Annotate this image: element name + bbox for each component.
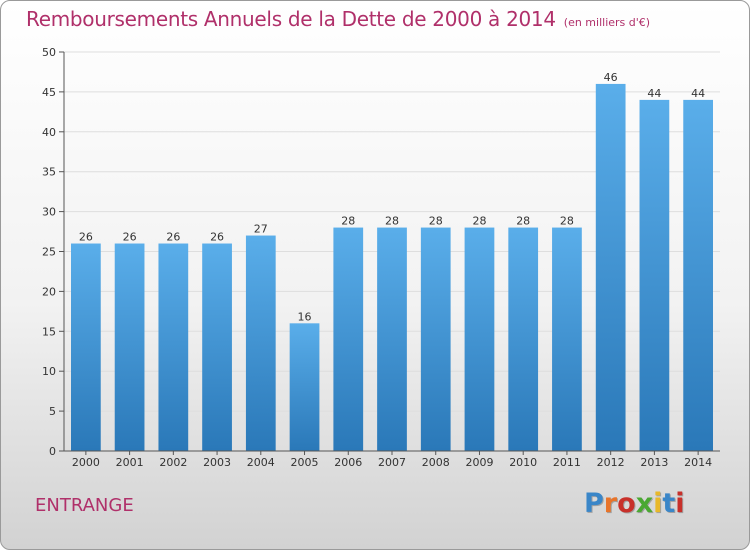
bar-value-label: 28 [472, 215, 486, 228]
x-tick-label: 2009 [465, 456, 493, 469]
bar-value-label: 26 [123, 231, 137, 244]
bar-value-label: 46 [604, 71, 618, 84]
bar-value-label: 28 [560, 215, 574, 228]
bar [552, 227, 582, 451]
bar-layer: 26 26 26 26 27 16 28 28 28 28 28 28 46 44 44 [70, 71, 714, 452]
x-tick-label: 2008 [422, 456, 450, 469]
bar [158, 243, 189, 451]
y-tick-label: 40 [42, 126, 56, 139]
logo-letter: P [584, 488, 604, 519]
bar [70, 243, 101, 451]
bar [683, 99, 714, 451]
x-tick-label: 2002 [159, 456, 187, 469]
x-tick-label: 2006 [334, 456, 362, 469]
bar [377, 227, 407, 451]
bar [202, 243, 232, 451]
chart-subtitle: (en milliers d'€) [563, 16, 651, 29]
bar-value-label: 27 [254, 223, 268, 236]
bar [114, 243, 145, 451]
x-tick-label: 2000 [72, 456, 100, 469]
logo-letter: i [653, 488, 663, 519]
bar [420, 227, 451, 451]
bar-value-label: 28 [385, 215, 399, 228]
bar-value-label: 26 [79, 231, 93, 244]
logo-letter: t [662, 488, 676, 519]
x-tick-label: 2014 [684, 456, 712, 469]
x-tick-label: 2007 [378, 456, 406, 469]
x-tick-label: 2005 [291, 456, 319, 469]
x-tick-label: 2004 [247, 456, 275, 469]
y-tick-label: 25 [42, 246, 56, 259]
bar-value-label: 44 [647, 87, 661, 100]
y-tick-label: 10 [42, 365, 56, 378]
x-tick-label: 2010 [509, 456, 537, 469]
y-tick-label: 20 [42, 285, 56, 298]
title-row: Remboursements Annuels de la Dette de 20… [26, 7, 650, 31]
bar-value-label: 16 [298, 310, 312, 323]
y-tick-label: 30 [42, 206, 56, 219]
bar-value-label: 44 [691, 87, 705, 100]
bar [245, 235, 276, 451]
x-tick-label: 2011 [553, 456, 581, 469]
bar [639, 99, 670, 451]
bar-value-label: 28 [516, 215, 530, 228]
proxiti-logo[interactable]: Proxiti [584, 488, 685, 519]
y-tick-label: 50 [42, 46, 56, 59]
logo-letter: x [635, 488, 654, 519]
x-tick-label: 2012 [597, 456, 625, 469]
logo-letter: r [603, 488, 618, 519]
bar [464, 227, 495, 451]
bar [333, 227, 364, 451]
y-tick-label: 5 [49, 405, 56, 418]
bar-value-label: 26 [210, 231, 224, 244]
y-tick-label: 0 [49, 445, 56, 458]
x-tick-label: 2013 [640, 456, 668, 469]
commune-name: ENTRANGE [35, 495, 134, 516]
x-tick-label: 2001 [116, 456, 144, 469]
y-tick-label: 35 [42, 166, 56, 179]
logo-letter: i [675, 488, 685, 519]
bar [508, 227, 539, 451]
chart-title: Remboursements Annuels de la Dette de 20… [26, 7, 556, 31]
axis-layer: 0 5 10 15 20 25 30 35 40 45 50 2000 2001 2002 2003 2004… [42, 46, 720, 469]
logo-letter: o [617, 488, 636, 519]
x-tick-label: 2003 [203, 456, 231, 469]
bar [595, 83, 626, 452]
y-tick-label: 45 [42, 86, 56, 99]
bar-value-label: 28 [341, 215, 355, 228]
bar-value-label: 28 [429, 215, 443, 228]
bar [289, 323, 320, 451]
y-tick-label: 15 [42, 325, 56, 338]
bar-value-label: 26 [166, 231, 180, 244]
